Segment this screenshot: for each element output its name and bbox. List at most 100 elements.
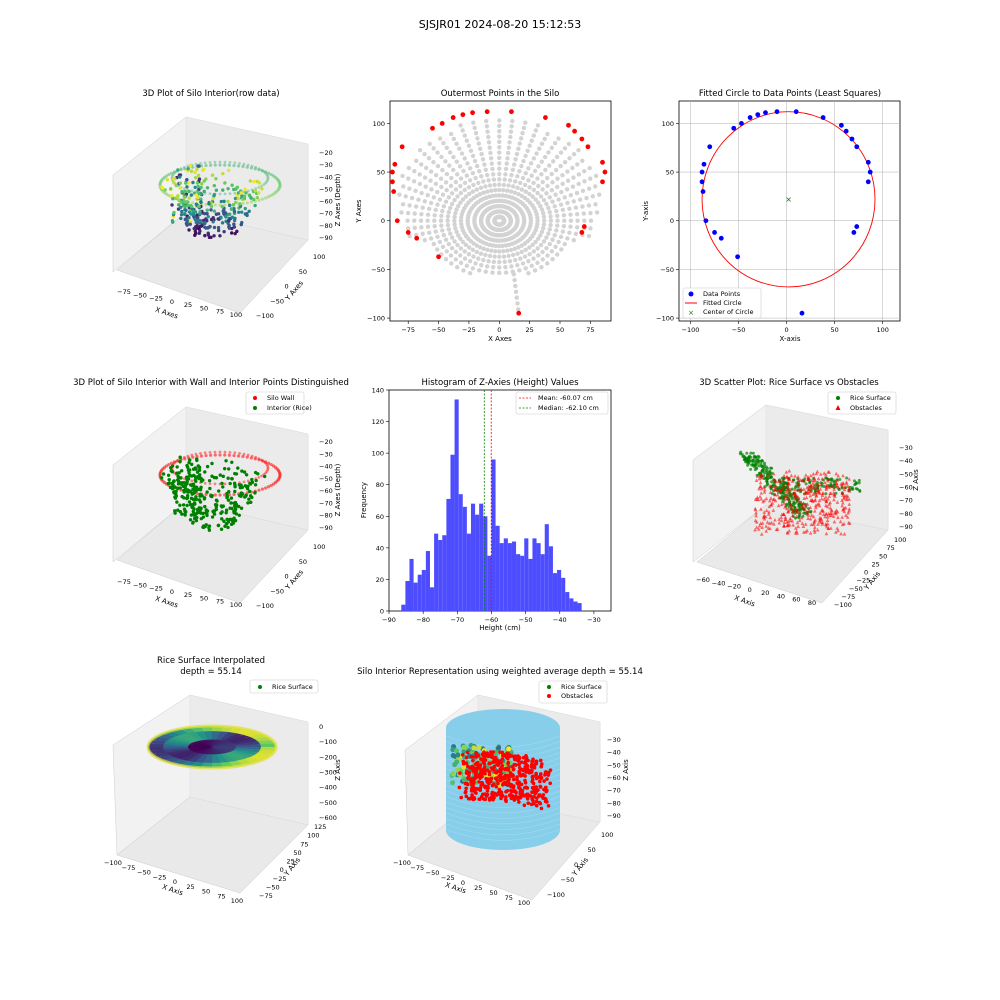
p2-gray-point bbox=[533, 197, 538, 202]
p2-gray-point bbox=[511, 272, 517, 277]
p8-obstacle-point bbox=[538, 801, 543, 806]
p4-interior-point bbox=[222, 466, 227, 471]
p4-wall-point bbox=[195, 454, 199, 459]
p2-gray-point bbox=[523, 120, 528, 125]
p1-point bbox=[212, 209, 217, 213]
p6-rice-point bbox=[749, 467, 753, 471]
p6-rice-point bbox=[744, 456, 748, 460]
p2-gray-point bbox=[409, 195, 415, 201]
p6-rice-point bbox=[762, 471, 766, 475]
p2-gray-point bbox=[397, 192, 402, 197]
p7-zlabel: Z Axis bbox=[334, 759, 342, 781]
p6-obstacle-point bbox=[838, 519, 843, 524]
p8-ticks: −100−75−50−250255075100100500−50−100−30−… bbox=[393, 736, 621, 907]
p4-interior-point bbox=[178, 503, 182, 507]
p6-y-tick-label: 100 bbox=[894, 536, 906, 544]
p8-obstacle-point bbox=[490, 767, 495, 772]
p4-interior-point bbox=[179, 469, 184, 473]
p6-obstacle-point bbox=[785, 494, 790, 499]
p8-obstacle-point bbox=[500, 794, 504, 799]
p6-obstacle-point bbox=[800, 503, 804, 507]
p2-gray-point bbox=[568, 212, 573, 217]
p4-interior-point bbox=[185, 475, 190, 479]
p6-obstacle-point bbox=[800, 478, 805, 482]
p2-gray-point bbox=[471, 120, 476, 125]
p8-obstacle-point bbox=[537, 775, 541, 780]
p1-z-tick-label: −70 bbox=[319, 210, 333, 218]
p1-point bbox=[184, 200, 189, 204]
p2-gray-point bbox=[533, 239, 538, 245]
p2-gray-point bbox=[573, 231, 579, 236]
p5-bar bbox=[544, 524, 549, 611]
p6-obstacle-point bbox=[764, 496, 769, 501]
p8-z-tick-label: −90 bbox=[607, 812, 621, 820]
p1-point bbox=[254, 165, 258, 169]
p1-point bbox=[171, 173, 175, 177]
p6-rice-point bbox=[765, 476, 769, 480]
p2-gray-point bbox=[549, 249, 555, 254]
p2-gray-point bbox=[464, 138, 470, 143]
p4-wall-point bbox=[164, 464, 169, 468]
p4-interior-point bbox=[191, 487, 195, 492]
p1-x-tick-label: −50 bbox=[133, 291, 147, 299]
p2-gray-point bbox=[419, 211, 424, 217]
p1-point bbox=[169, 171, 174, 175]
p2-gray-point bbox=[437, 136, 443, 141]
p3-data-point bbox=[849, 136, 855, 142]
p5-bar bbox=[421, 569, 426, 611]
p6-obstacle-point bbox=[842, 496, 846, 501]
p4-interior-point bbox=[214, 505, 219, 509]
p2-gray-point bbox=[549, 145, 555, 151]
p2-gray-point bbox=[532, 168, 538, 174]
p6-obstacle-point bbox=[821, 491, 825, 495]
p2-gray-point bbox=[541, 226, 546, 231]
p8-obstacle-point bbox=[479, 783, 484, 788]
p6-obstacle-point bbox=[773, 487, 778, 491]
p8-z-tick-label: −40 bbox=[607, 749, 621, 757]
p2-gray-point bbox=[488, 150, 493, 156]
p2-gray-point bbox=[479, 262, 484, 268]
p2-gray-point bbox=[444, 171, 450, 177]
p6-obstacle-point bbox=[836, 485, 841, 489]
p1-point bbox=[212, 183, 217, 188]
p1-point bbox=[207, 202, 211, 206]
p8-obstacle-point bbox=[524, 758, 529, 762]
p1-point bbox=[177, 203, 181, 207]
p2-gray-point bbox=[487, 183, 493, 188]
p7-legend: Rice Surface bbox=[249, 679, 319, 694]
p7-z-tick-label: −300 bbox=[319, 769, 337, 777]
p2-gray-point bbox=[449, 191, 455, 196]
p6-obstacle-point bbox=[753, 527, 757, 532]
p1-point bbox=[170, 193, 174, 198]
p6-obstacle-point bbox=[754, 478, 759, 482]
p1-point bbox=[180, 190, 184, 194]
p2-gray-point bbox=[497, 161, 502, 166]
p2-gray-point bbox=[458, 260, 464, 266]
p4-wall-point bbox=[213, 453, 217, 457]
p2-gray-point bbox=[514, 151, 520, 157]
p8-cylinder-contour bbox=[445, 735, 561, 748]
p2-gray-point bbox=[535, 236, 541, 241]
p8-obstacle-point bbox=[487, 798, 492, 802]
p3-legend-marker-data bbox=[688, 291, 694, 297]
p4-interior-point bbox=[247, 497, 251, 501]
p2-gray-point bbox=[453, 179, 459, 185]
p2-gray-point bbox=[565, 236, 570, 241]
p4-x-tick-label: 50 bbox=[200, 594, 208, 602]
p4-interior-point bbox=[187, 468, 192, 472]
p8-obstacle-point bbox=[543, 796, 548, 801]
p2-gray-point bbox=[515, 301, 520, 306]
p4-wall-point bbox=[223, 450, 227, 454]
p4-wall-point bbox=[257, 457, 261, 460]
p7-surface-cell bbox=[209, 743, 212, 747]
p6-obstacle-point bbox=[824, 499, 829, 504]
p2-outer-point bbox=[509, 109, 514, 115]
p7-surface-cell bbox=[212, 747, 226, 748]
p2-gray-point bbox=[554, 228, 559, 233]
p8-obstacle-point bbox=[496, 790, 501, 795]
p5-bar bbox=[548, 546, 553, 611]
p2-gray-point bbox=[516, 146, 521, 152]
p6-obstacle-point bbox=[772, 477, 776, 482]
p1-point bbox=[179, 205, 183, 209]
p2-outer-point bbox=[600, 179, 605, 185]
